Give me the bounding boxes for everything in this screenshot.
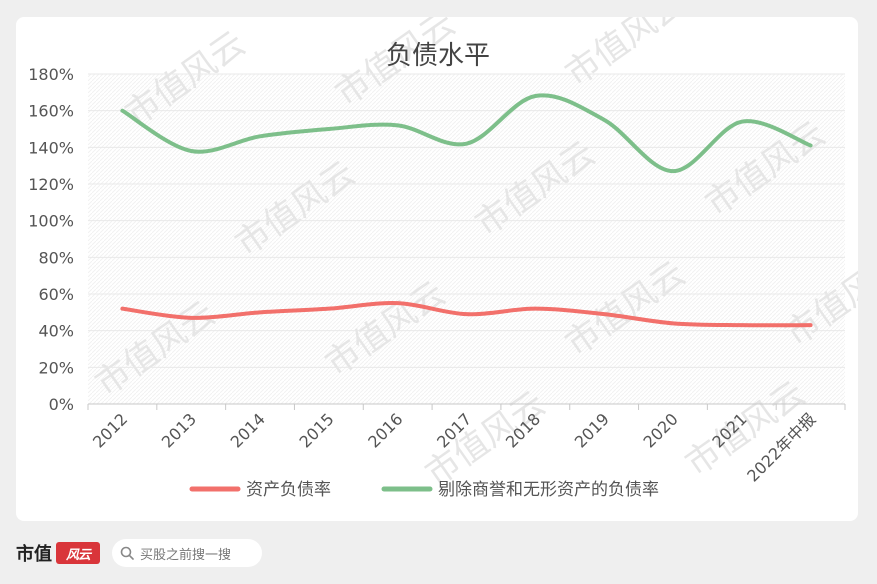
y-tick-label: 80% <box>38 248 74 267</box>
search-box[interactable]: 买股之前搜一搜 <box>112 539 262 567</box>
chart-card: 市值风云 市值风云 市值风云 市值风云 市值风云 市值风云 市值风云 市值风云 市值风云 市值风云… <box>16 17 858 521</box>
y-tick-label: 120% <box>28 175 74 194</box>
x-tick-label: 2019 <box>571 409 613 451</box>
legend-label-1: 资产负债率 <box>246 480 331 500</box>
x-tick-label: 2013 <box>158 409 200 451</box>
brand-badge: 风云 <box>56 542 100 564</box>
series-line-2 <box>120 93 813 174</box>
y-tick-label: 20% <box>38 358 74 377</box>
y-tick-label: 60% <box>38 285 74 304</box>
y-tick-label: 160% <box>28 102 74 121</box>
y-tick-label: 100% <box>28 212 74 231</box>
y-tick-label: 40% <box>38 322 74 341</box>
chart-title: 负债水平 <box>386 41 490 71</box>
search-icon <box>120 546 134 560</box>
footer-bar: 市值 风云 买股之前搜一搜 <box>16 536 262 570</box>
brand-text: 市值 <box>16 544 52 565</box>
search-placeholder: 买股之前搜一搜 <box>140 547 232 563</box>
x-tick-label: 2016 <box>364 409 406 451</box>
x-tick-label: 2012 <box>89 409 131 451</box>
legend-label-2: 剔除商誉和无形资产的负债率 <box>438 480 659 500</box>
y-tick-label: 180% <box>28 65 74 84</box>
x-tick-label: 2020 <box>640 409 682 451</box>
x-tick-label: 2015 <box>295 409 337 451</box>
y-tick-label: 140% <box>28 138 74 157</box>
plot-area <box>88 74 845 404</box>
series-line-1 <box>120 301 813 328</box>
y-tick-label: 0% <box>49 395 74 414</box>
brand-logo: 市值 风云 <box>16 540 100 566</box>
x-tick-label: 2014 <box>227 409 269 451</box>
